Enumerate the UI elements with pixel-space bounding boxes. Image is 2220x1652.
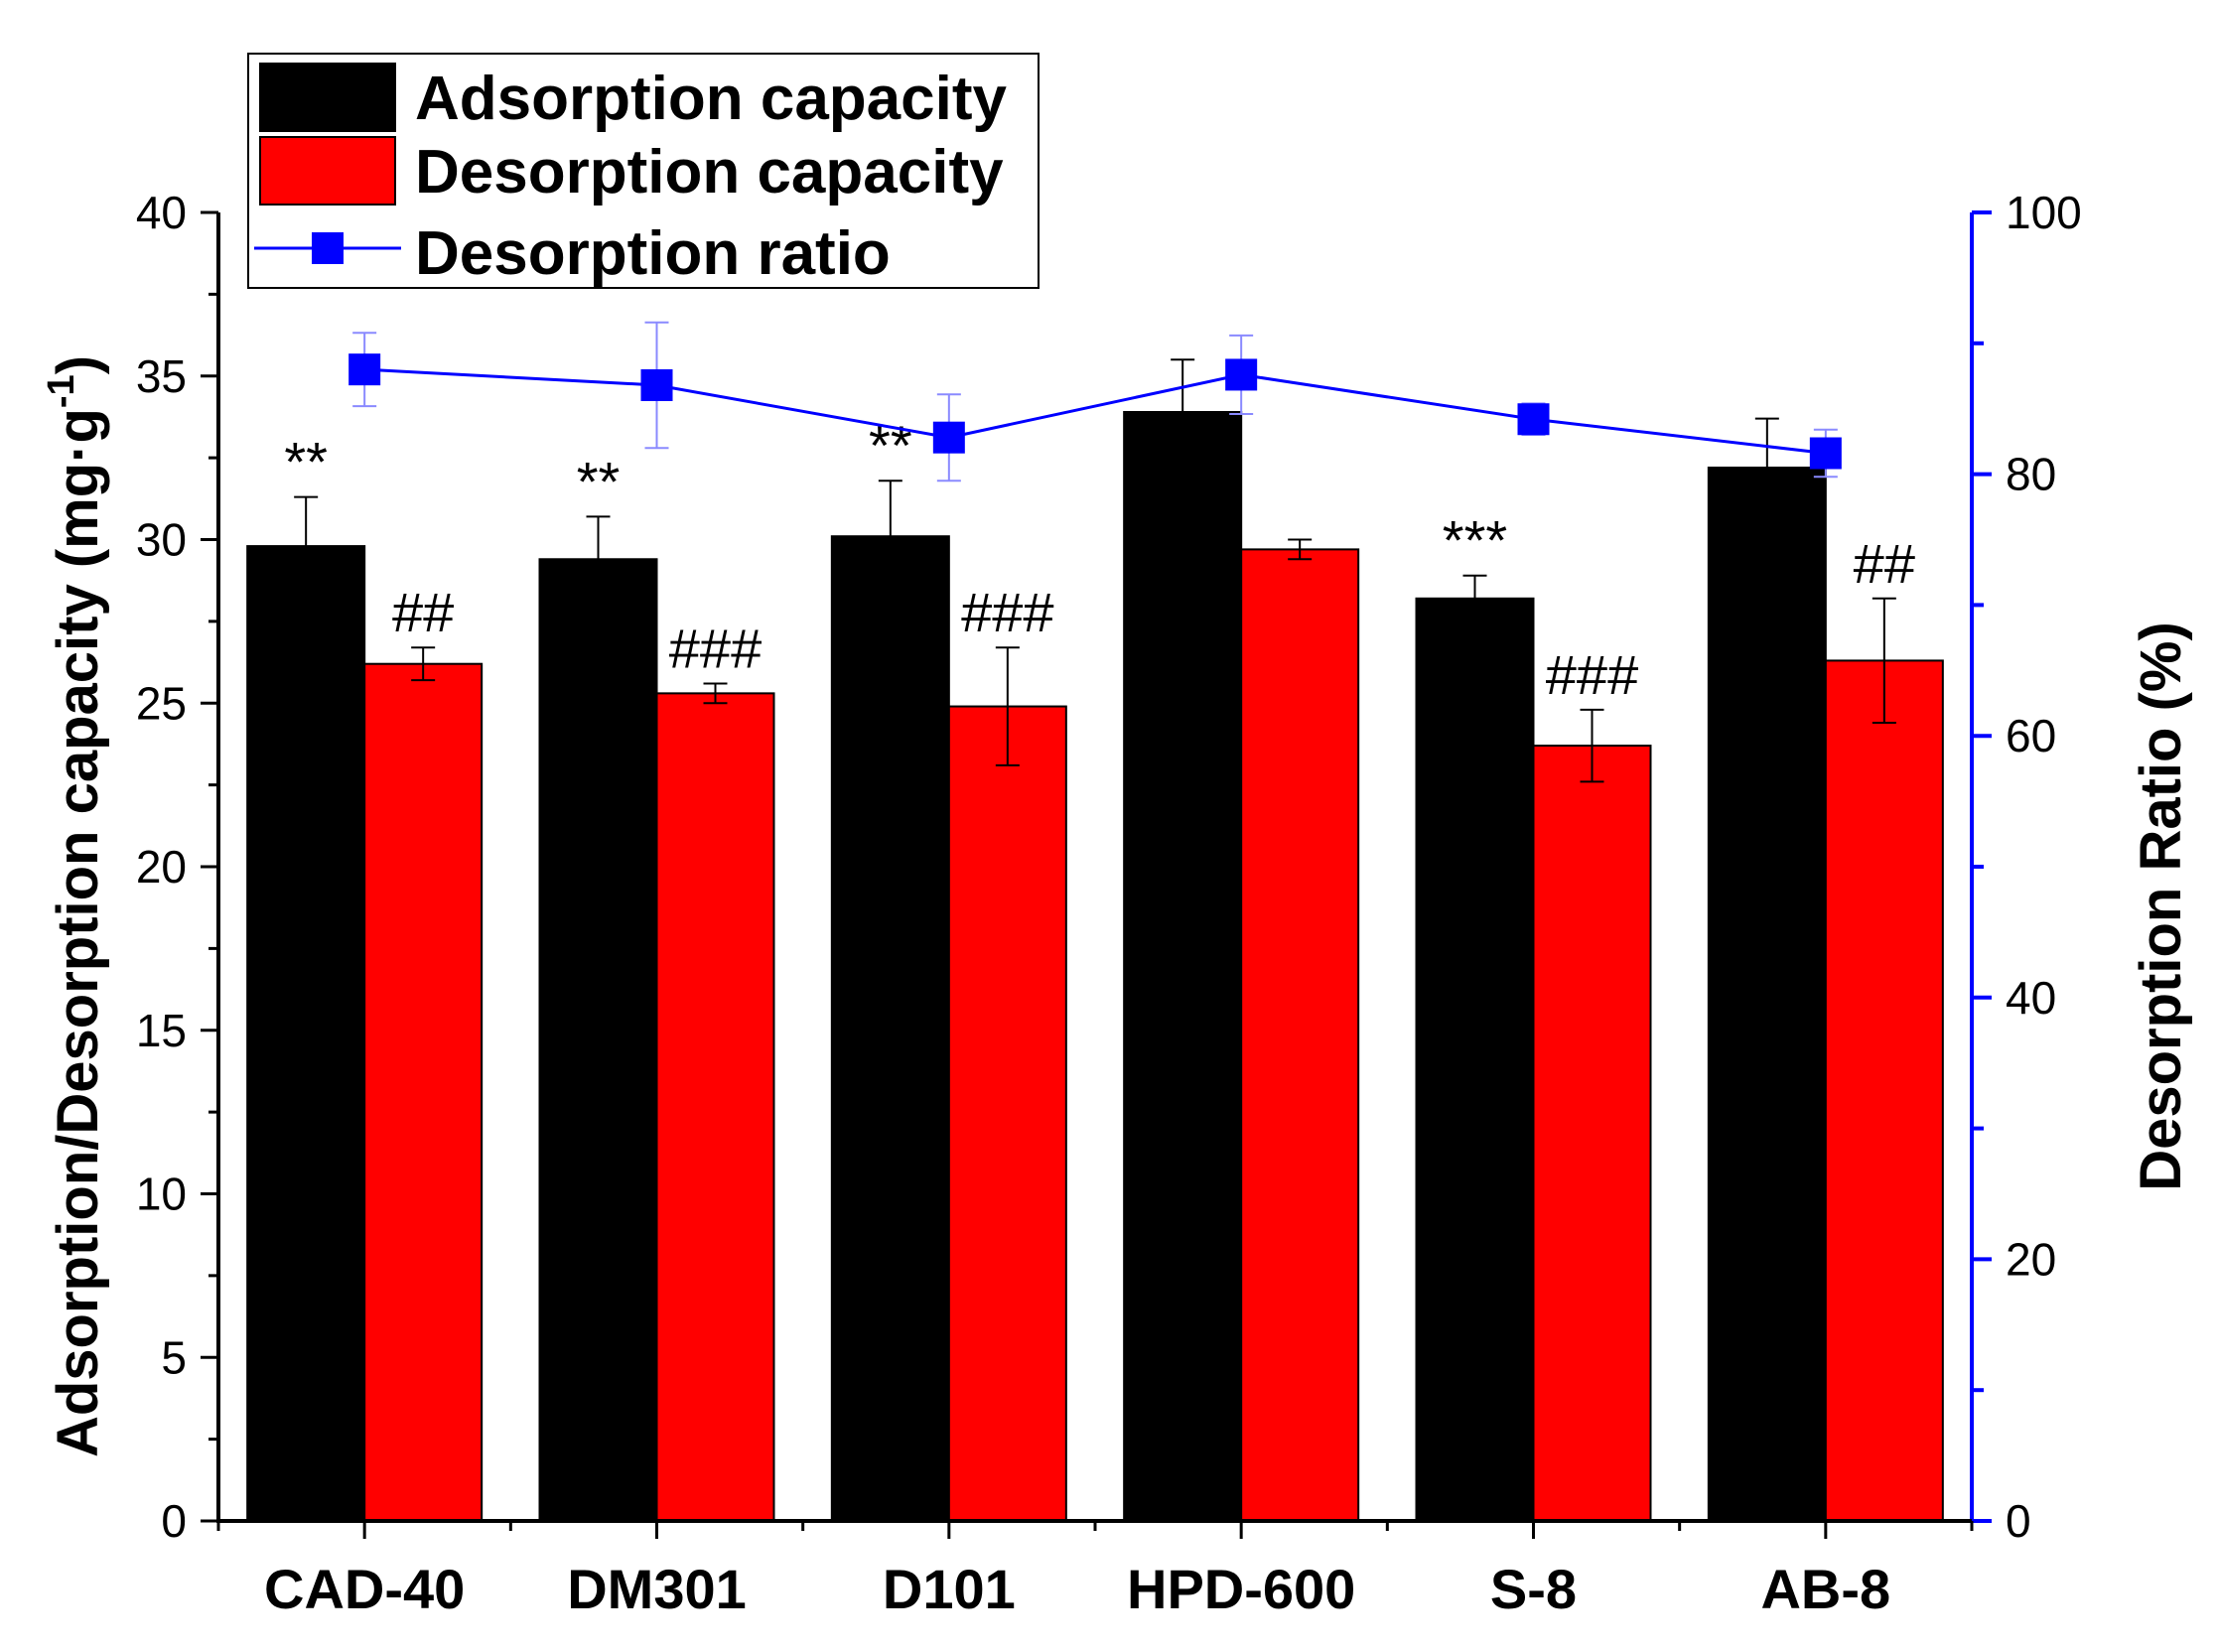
ratio-point-marker: [932, 421, 965, 454]
significance-label: **: [284, 431, 328, 493]
right-tick-label: 0: [2006, 1495, 2031, 1547]
legend-swatch-desorption-capacity: [259, 136, 396, 206]
left-tick-label: 20: [136, 841, 187, 893]
left-y-axis-title-main: Adsorption/Desorption capacity (mg·g: [46, 408, 110, 1457]
bar-desorption-capacity: [1240, 548, 1360, 1522]
right-tick-label: 80: [2006, 449, 2056, 500]
ratio-point-marker: [348, 353, 381, 386]
significance-label: ###: [1546, 643, 1638, 706]
axes: 0 5 10 15 20 25 30 35 40 0 20 40 60 80 100 CAD-40 DM301 D…: [41, 187, 2193, 1620]
left-y-axis-title-superscript: -1: [41, 374, 82, 408]
ratio-point-marker: [640, 368, 673, 401]
right-tick-label: 100: [2006, 187, 2082, 238]
bar-adsorption-capacity: [538, 558, 658, 1522]
significance-label: ##: [1854, 532, 1915, 595]
bar-desorption-capacity: [947, 705, 1067, 1522]
bar-adsorption-capacity: [1707, 467, 1827, 1522]
bar-adsorption-capacity: [1123, 410, 1243, 1522]
bar-adsorption-capacity: [1415, 597, 1535, 1522]
line-desorption-ratio: [364, 367, 1827, 456]
right-y-axis-title: Desorption Ratio (%): [2129, 621, 2193, 1191]
significance-label: **: [577, 450, 621, 512]
category-label: AB-8: [1760, 1558, 1890, 1620]
ratio-point-marker: [1809, 437, 1842, 470]
left-tick-label: 25: [136, 677, 187, 729]
left-tick-label: 30: [136, 514, 187, 566]
ratio-point-marker: [1517, 403, 1550, 436]
legend-label: Desorption capacity: [415, 138, 1004, 206]
category-label: CAD-40: [264, 1558, 465, 1620]
bar-desorption-capacity: [1532, 745, 1652, 1522]
left-y-axis-title-close: ): [46, 355, 110, 374]
legend-label: Adsorption capacity: [415, 65, 1008, 133]
bar-adsorption-capacity: [830, 535, 950, 1522]
significance-label: ###: [961, 581, 1053, 643]
plot-area: ** *******#############: [246, 321, 1944, 1522]
right-tick-label: 20: [2006, 1233, 2056, 1285]
bar-desorption-capacity: [363, 662, 484, 1522]
category-label: DM301: [567, 1558, 747, 1620]
left-y-axis-title: Adsorption/Desorption capacity (mg·g-1): [41, 355, 110, 1457]
significance-label: ##: [392, 581, 454, 643]
bar-desorption-capacity: [1824, 659, 1944, 1522]
left-tick-label: 15: [136, 1005, 187, 1056]
legend-swatch-adsorption-capacity: [259, 63, 396, 132]
right-tick-label: 60: [2006, 710, 2056, 761]
legend-marker-swatch: [312, 232, 344, 264]
right-tick-label: 40: [2006, 972, 2056, 1024]
left-tick-label: 40: [136, 187, 187, 238]
bar-adsorption-capacity: [246, 545, 366, 1522]
left-tick-label: 0: [161, 1495, 187, 1547]
legend-label: Desorption ratio: [415, 219, 891, 288]
left-tick-label: 5: [161, 1331, 187, 1383]
ratio-point-marker: [1225, 358, 1258, 391]
bar-desorption-capacity: [655, 692, 775, 1522]
category-label: S-8: [1490, 1558, 1577, 1620]
category-label: D101: [883, 1558, 1016, 1620]
left-tick-label: 10: [136, 1169, 187, 1220]
category-label: HPD-600: [1127, 1558, 1355, 1620]
significance-label: ***: [1443, 509, 1507, 572]
significance-label: ###: [669, 617, 762, 679]
left-tick-label: 35: [136, 350, 187, 402]
